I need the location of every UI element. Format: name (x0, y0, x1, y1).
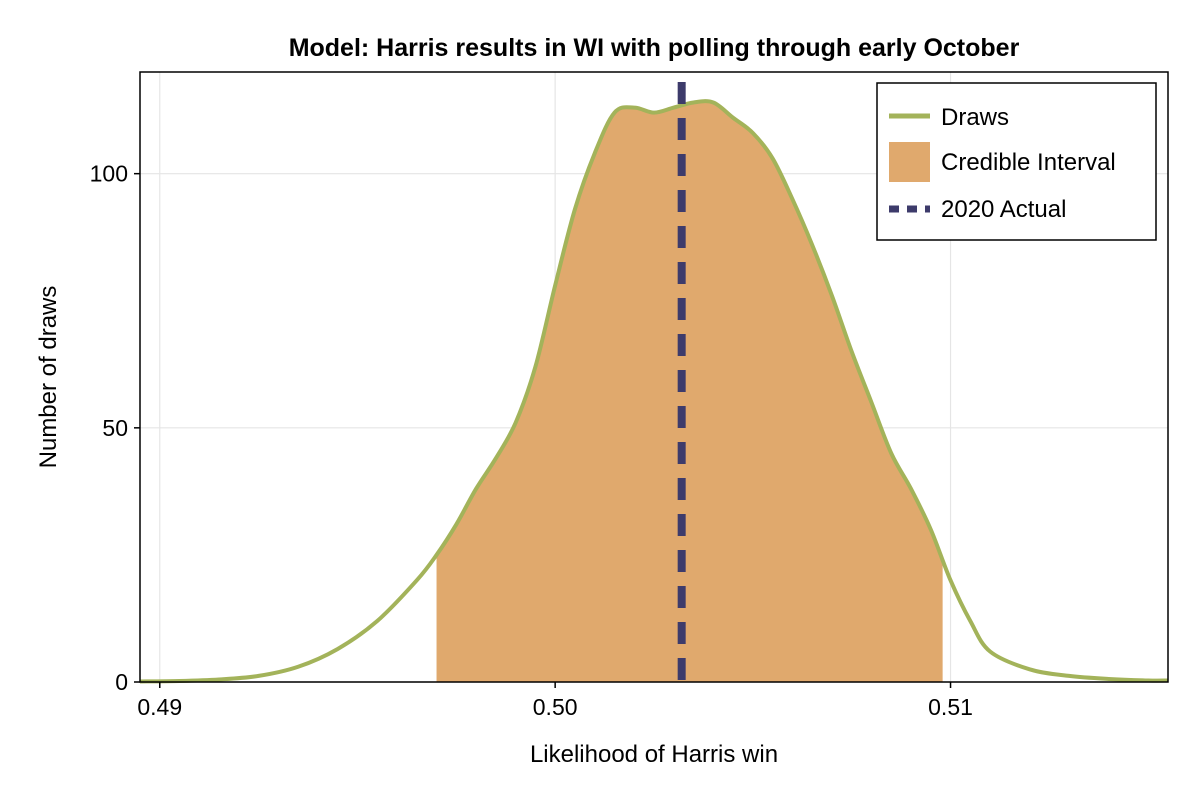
legend: Draws Credible Interval 2020 Actual (876, 82, 1157, 241)
chart-title: Model: Harris results in WI with polling… (289, 34, 1020, 62)
x-tick-label: 0.50 (533, 694, 578, 720)
plot-layer (139, 82, 1169, 684)
x-tick-label: 0.49 (137, 694, 182, 720)
credible-interval-area (436, 101, 943, 683)
legend-draws-label: Draws (941, 104, 1009, 131)
draws-density-line (139, 99, 1169, 684)
x-axis-label: Likelihood of Harris win (530, 741, 778, 768)
x-tick-label: 0.51 (928, 694, 973, 720)
tick-layer: 0.49 0.50 0.51 0 50 100 (90, 161, 973, 720)
y-tick-label: 0 (115, 669, 128, 695)
legend-2020-actual-label: 2020 Actual (941, 196, 1066, 223)
y-axis-label: Number of draws (35, 286, 62, 469)
y-tick-label: 50 (102, 415, 128, 441)
plot-frame (139, 71, 1169, 683)
legend-credible-interval-swatch (889, 142, 930, 182)
y-tick-label: 100 (90, 161, 128, 187)
legend-credible-interval-label: Credible Interval (941, 149, 1116, 176)
